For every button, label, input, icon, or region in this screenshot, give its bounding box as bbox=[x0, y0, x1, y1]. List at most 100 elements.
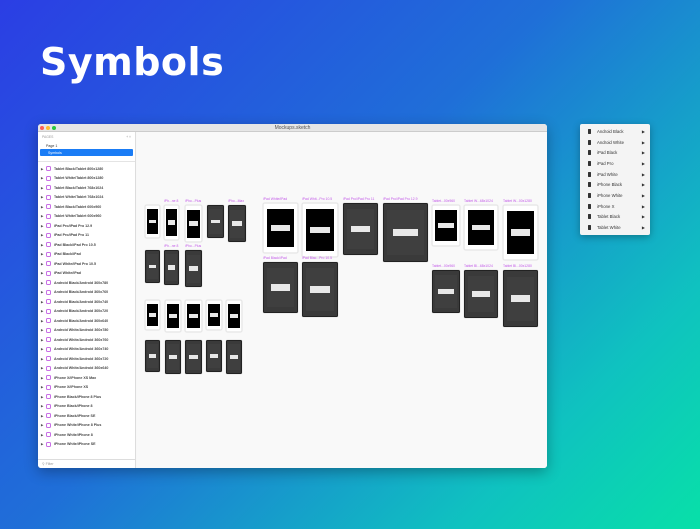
artboard-label[interactable]: iPh...ne 8 bbox=[164, 244, 179, 248]
artboard-label[interactable]: iPad Pro/iPad Pro 11 bbox=[343, 197, 375, 201]
device-mockup[interactable] bbox=[145, 205, 160, 238]
device-mockup[interactable] bbox=[164, 250, 179, 285]
device-mockup[interactable] bbox=[464, 205, 498, 250]
artboard-label[interactable]: iPho...Max bbox=[228, 199, 245, 203]
device-mockup[interactable] bbox=[464, 270, 498, 318]
device-mockup[interactable] bbox=[207, 205, 224, 238]
layer-item[interactable]: ▶ Tablet White/Tablet 600x960 bbox=[38, 212, 135, 222]
filter-input[interactable]: ⚲ Filter bbox=[38, 459, 135, 468]
artboard-label[interactable]: iPho...Plus bbox=[185, 199, 202, 203]
disclosure-triangle-icon[interactable]: ▶ bbox=[41, 337, 44, 342]
layer-item[interactable]: ▶ iPad Black/iPad bbox=[38, 250, 135, 260]
layer-item[interactable]: ▶ iPad White/iPad Pro 10.5 bbox=[38, 259, 135, 269]
layer-item[interactable]: ▶ Tablet Black/Tablet 768x1024 bbox=[38, 183, 135, 193]
disclosure-triangle-icon[interactable]: ▶ bbox=[41, 195, 44, 200]
menu-item[interactable]: iPhone Black ▶ bbox=[580, 179, 650, 190]
device-mockup[interactable] bbox=[383, 203, 428, 262]
disclosure-triangle-icon[interactable]: ▶ bbox=[41, 214, 44, 219]
artboard-label[interactable]: iPho...Plus bbox=[185, 244, 202, 248]
device-mockup[interactable] bbox=[145, 340, 160, 372]
artboard-label[interactable]: Tablet Bl...00x1280 bbox=[503, 264, 532, 268]
disclosure-triangle-icon[interactable]: ▶ bbox=[41, 299, 44, 304]
disclosure-triangle-icon[interactable]: ▶ bbox=[41, 328, 44, 333]
layer-item[interactable]: ▶ iPad Pro/iPad Pro 11 bbox=[38, 231, 135, 241]
device-mockup[interactable] bbox=[343, 203, 378, 255]
device-mockup[interactable] bbox=[185, 340, 202, 374]
disclosure-triangle-icon[interactable]: ▶ bbox=[41, 166, 44, 171]
artboard-label[interactable]: Tablet...00x960 bbox=[432, 264, 455, 268]
layer-item[interactable]: ▶ Android White/Android 360x760 bbox=[38, 335, 135, 345]
disclosure-triangle-icon[interactable]: ▶ bbox=[41, 347, 44, 352]
minimize-button[interactable] bbox=[46, 126, 50, 130]
device-mockup[interactable] bbox=[263, 262, 298, 313]
layer-item[interactable]: ▶ iPad Pro/iPad Pro 12.9 bbox=[38, 221, 135, 231]
artboard-label[interactable]: iPad Black/iPad bbox=[263, 256, 287, 260]
layer-item[interactable]: ▶ iPhone White/iPhone SE bbox=[38, 440, 135, 450]
menu-item[interactable]: iPhone X ▶ bbox=[580, 201, 650, 212]
device-mockup[interactable] bbox=[145, 250, 160, 283]
menu-item[interactable]: iPhone White ▶ bbox=[580, 190, 650, 201]
menu-item[interactable]: Android White ▶ bbox=[580, 137, 650, 148]
device-mockup[interactable] bbox=[432, 205, 460, 246]
layer-item[interactable]: ▶ iPhone Black/iPhone 8 Plus bbox=[38, 392, 135, 402]
device-mockup[interactable] bbox=[185, 300, 202, 332]
disclosure-triangle-icon[interactable]: ▶ bbox=[41, 233, 44, 238]
menu-item[interactable]: iPad Black ▶ bbox=[580, 147, 650, 158]
disclosure-triangle-icon[interactable]: ▶ bbox=[41, 385, 44, 390]
layer-item[interactable]: ▶ iPad White/iPad bbox=[38, 269, 135, 279]
device-mockup[interactable] bbox=[185, 250, 202, 287]
layer-item[interactable]: ▶ Android White/Android 360x740 bbox=[38, 345, 135, 355]
device-mockup[interactable] bbox=[226, 340, 242, 374]
menu-item[interactable]: Android Black ▶ bbox=[580, 126, 650, 137]
device-mockup[interactable] bbox=[164, 205, 179, 240]
layer-item[interactable]: ▶ Tablet White/Tablet 800x1280 bbox=[38, 174, 135, 184]
artboard-label[interactable]: iPad Whit...Pro 10.5 bbox=[302, 197, 333, 201]
page-item[interactable]: Symbols bbox=[40, 149, 133, 156]
layer-item[interactable]: ▶ iPhone White/iPhone 8 Plus bbox=[38, 421, 135, 431]
menu-item[interactable]: iPad Pro ▶ bbox=[580, 158, 650, 169]
layer-item[interactable]: ▶ Android White/Android 360x720 bbox=[38, 354, 135, 364]
device-mockup[interactable] bbox=[432, 270, 460, 313]
artboard-label[interactable]: Tablet...00x960 bbox=[432, 199, 455, 203]
disclosure-triangle-icon[interactable]: ▶ bbox=[41, 280, 44, 285]
disclosure-triangle-icon[interactable]: ▶ bbox=[41, 318, 44, 323]
disclosure-triangle-icon[interactable]: ▶ bbox=[41, 261, 44, 266]
canvas[interactable]: iPh...ne 8 iPho...Plus iPho...Max iPh...ne … bbox=[137, 132, 547, 468]
layer-item[interactable]: ▶ iPhone Black/iPhone SE bbox=[38, 411, 135, 421]
disclosure-triangle-icon[interactable]: ▶ bbox=[41, 185, 44, 190]
device-mockup[interactable] bbox=[206, 340, 222, 372]
device-mockup[interactable] bbox=[302, 203, 338, 257]
layer-item[interactable]: ▶ iPhone White/iPhone 8 bbox=[38, 430, 135, 440]
device-mockup[interactable] bbox=[145, 300, 160, 330]
disclosure-triangle-icon[interactable]: ▶ bbox=[41, 432, 44, 437]
layer-item[interactable]: ▶ Android Black/Android 360x780 bbox=[38, 278, 135, 288]
artboard-label[interactable]: Tablet W...00x1280 bbox=[503, 199, 532, 203]
disclosure-triangle-icon[interactable]: ▶ bbox=[41, 404, 44, 409]
disclosure-triangle-icon[interactable]: ▶ bbox=[41, 423, 44, 428]
menu-item[interactable]: Tablet White ▶ bbox=[580, 222, 650, 233]
device-mockup[interactable] bbox=[302, 262, 338, 317]
disclosure-triangle-icon[interactable]: ▶ bbox=[41, 394, 44, 399]
layer-item[interactable]: ▶ Android Black/Android 360x720 bbox=[38, 307, 135, 317]
page-item[interactable]: Page 1 bbox=[46, 144, 58, 148]
device-mockup[interactable] bbox=[165, 300, 181, 332]
disclosure-triangle-icon[interactable]: ▶ bbox=[41, 176, 44, 181]
layer-item[interactable]: ▶ iPhone X/iPhone XS Max bbox=[38, 373, 135, 383]
layer-item[interactable]: ▶ Tablet Black/Tablet 800x1280 bbox=[38, 164, 135, 174]
device-mockup[interactable] bbox=[503, 205, 538, 260]
device-mockup[interactable] bbox=[165, 340, 181, 374]
disclosure-triangle-icon[interactable]: ▶ bbox=[41, 442, 44, 447]
layer-item[interactable]: ▶ Tablet Black/Tablet 600x960 bbox=[38, 202, 135, 212]
disclosure-triangle-icon[interactable]: ▶ bbox=[41, 290, 44, 295]
disclosure-triangle-icon[interactable]: ▶ bbox=[41, 223, 44, 228]
add-page-icon[interactable]: + ˄ bbox=[126, 135, 131, 139]
disclosure-triangle-icon[interactable]: ▶ bbox=[41, 309, 44, 314]
menu-item[interactable]: iPad White ▶ bbox=[580, 169, 650, 180]
disclosure-triangle-icon[interactable]: ▶ bbox=[41, 252, 44, 257]
device-mockup[interactable] bbox=[206, 300, 222, 330]
close-button[interactable] bbox=[40, 126, 44, 130]
menu-item[interactable]: Tablet Black ▶ bbox=[580, 212, 650, 223]
layer-item[interactable]: ▶ Tablet White/Tablet 768x1024 bbox=[38, 193, 135, 203]
layer-item[interactable]: ▶ iPhone X/iPhone XS bbox=[38, 383, 135, 393]
disclosure-triangle-icon[interactable]: ▶ bbox=[41, 242, 44, 247]
